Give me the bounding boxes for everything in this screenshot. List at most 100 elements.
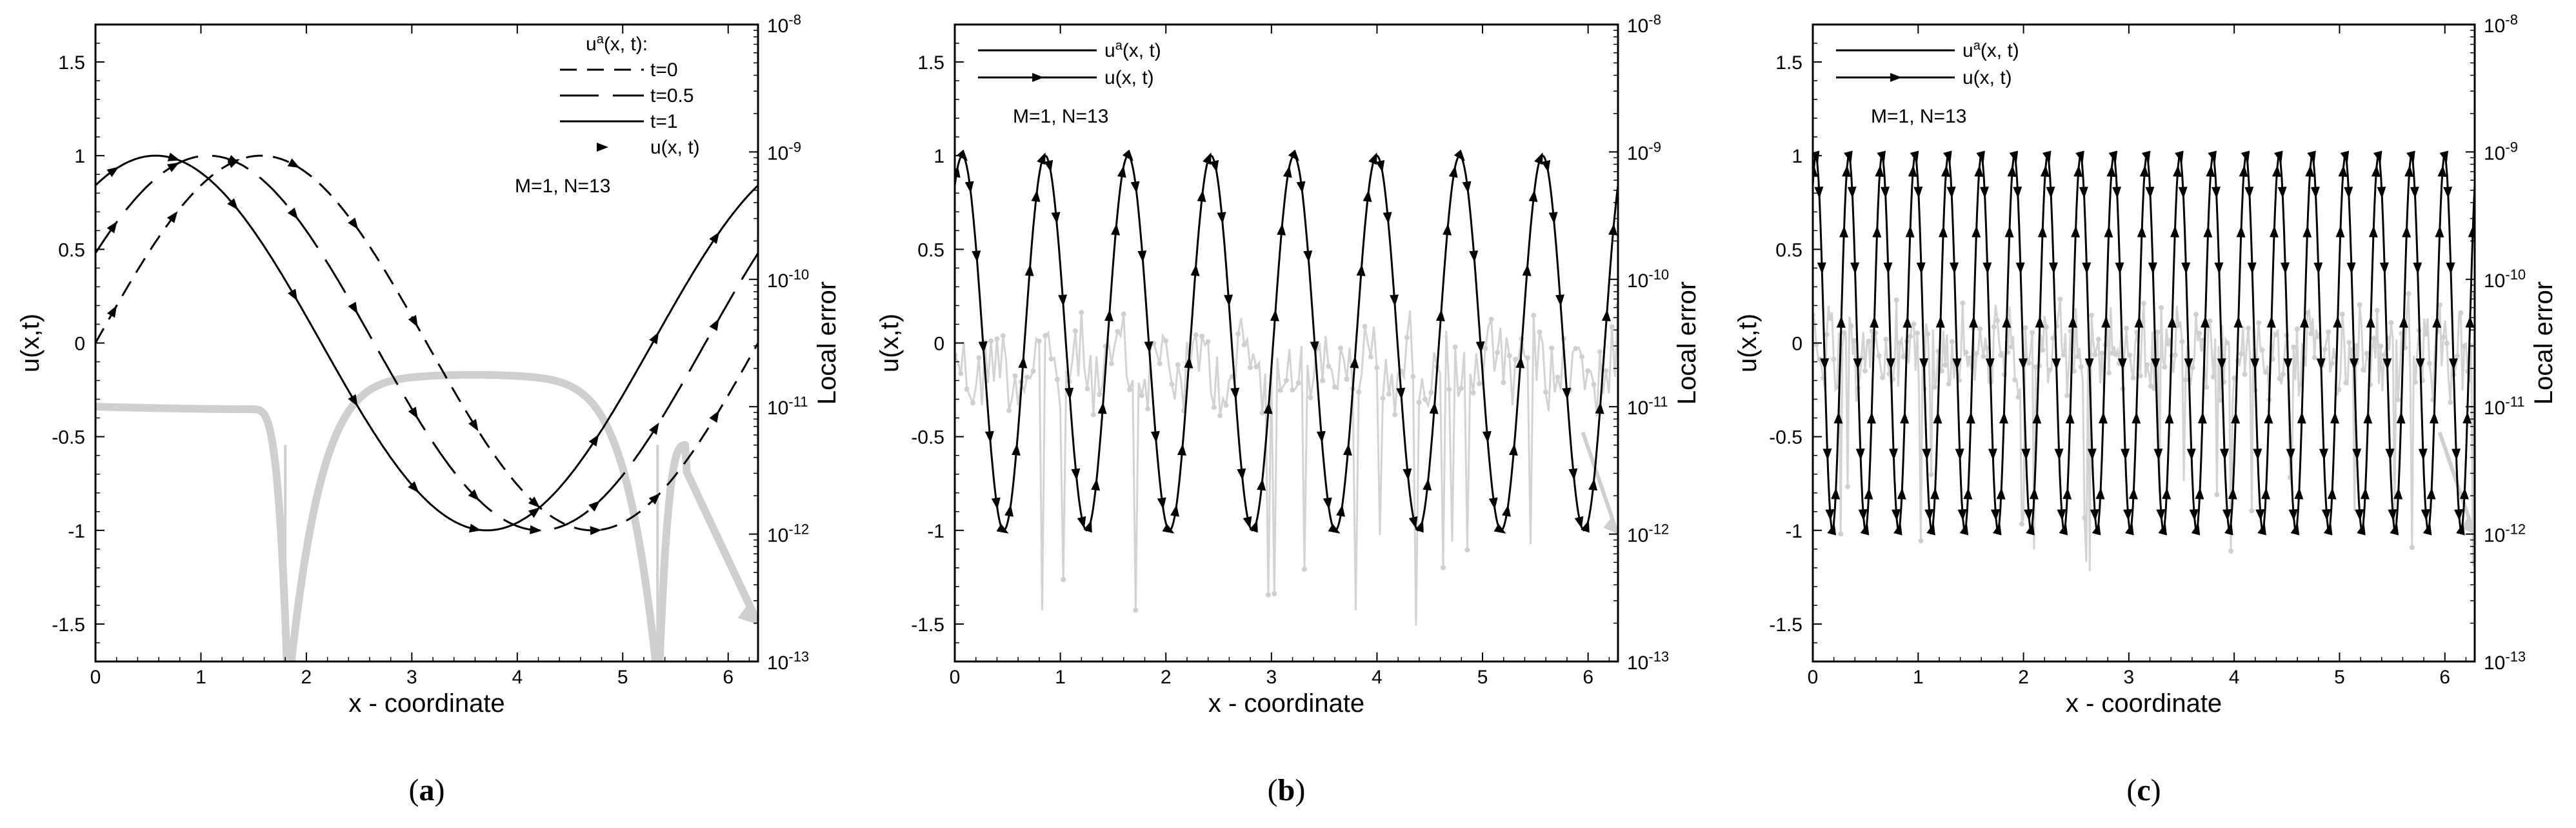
u-marker [2299, 316, 2309, 328]
error-marker [1386, 391, 1392, 397]
y2-tick-label: 10-10 [2484, 266, 2526, 292]
error-marker [1374, 365, 1380, 370]
u-marker [1130, 181, 1140, 194]
u-marker [2399, 316, 2408, 328]
u-marker [1184, 356, 1193, 369]
u-marker [2236, 225, 2246, 237]
u-marker [288, 288, 298, 301]
u-marker [1350, 356, 1359, 369]
u-marker [1548, 212, 1558, 224]
u-marker [2013, 187, 2022, 199]
error-marker [1247, 365, 1253, 370]
error-marker [1915, 330, 1920, 336]
u-marker [1817, 262, 1826, 274]
error-marker [2190, 365, 2195, 370]
y-tick-label: -1 [68, 521, 85, 542]
y-tick-label: -1 [1785, 521, 1802, 542]
y2-tick-label: 10-9 [2484, 139, 2518, 165]
u-marker [996, 523, 1009, 534]
u-marker [2371, 165, 2381, 177]
u-marker [2115, 262, 2124, 274]
error-marker [2113, 352, 2119, 358]
y-tick-label: 0 [74, 334, 85, 355]
error-marker [1043, 333, 1048, 338]
error-marker [2374, 308, 2380, 313]
error-marker [1824, 332, 1830, 338]
u-marker [2167, 316, 2177, 328]
u-marker [649, 422, 659, 435]
error-marker [2357, 302, 2362, 308]
u-marker [1875, 165, 1884, 177]
error-marker [1477, 381, 1483, 387]
error-marker [1223, 402, 1229, 408]
u-marker [1938, 225, 1948, 237]
u-marker [2153, 449, 2163, 461]
error-marker [2043, 324, 2049, 330]
u-marker [2340, 150, 2350, 163]
error-marker [2294, 326, 2300, 332]
error-arrowhead [1603, 516, 1618, 534]
error-marker [2172, 352, 2178, 358]
error-marker [1841, 330, 1847, 336]
u-marker [709, 410, 719, 423]
u-marker [1117, 165, 1126, 178]
legend-marker [1032, 73, 1044, 82]
panel-caption: (b) [1268, 773, 1306, 807]
legend-title: ua(x, t): [586, 32, 648, 55]
u-marker [468, 489, 480, 501]
error-marker [1320, 378, 1326, 383]
u-marker [2319, 449, 2328, 461]
error-marker [2193, 312, 2199, 318]
y2-tick-label: 10-12 [767, 521, 809, 547]
u-marker [2465, 316, 2475, 328]
solution-curves-group [1813, 150, 2475, 536]
annotation: M=1, N=13 [1013, 106, 1108, 127]
u-marker [2355, 509, 2364, 521]
u-marker [1415, 520, 1424, 533]
error-marker [1991, 324, 1997, 330]
u-marker [2068, 316, 2077, 328]
u-marker [2290, 523, 2300, 536]
error-marker [1441, 565, 1446, 571]
error-marker [2130, 375, 2136, 381]
u-marker [2390, 523, 2399, 536]
error-marker [1097, 392, 1103, 398]
u-marker [2373, 150, 2382, 163]
u-marker [287, 158, 300, 168]
u-marker [1972, 225, 1981, 237]
error-marker [2207, 318, 2213, 324]
y-tick-label: 1.5 [1775, 52, 1802, 74]
u-marker [2201, 316, 2210, 328]
y-tick-label: -1.5 [52, 614, 85, 636]
u-marker [1976, 150, 1985, 163]
error-marker [2224, 340, 2230, 346]
u-marker [2189, 509, 2199, 521]
u-marker [2388, 509, 2397, 521]
u-marker [106, 167, 119, 177]
u-marker [2271, 165, 2281, 177]
error-marker [2281, 371, 2286, 377]
error-marker [2448, 399, 2453, 405]
u-marker [2046, 187, 2055, 199]
error-marker [2455, 353, 2460, 359]
error-marker [1308, 395, 1313, 400]
u-marker [2231, 412, 2241, 424]
u-marker [1943, 150, 1952, 163]
u-marker [1836, 316, 1846, 328]
error-marker [2426, 361, 2432, 367]
u-marker [1595, 402, 1604, 414]
error-marker [1573, 346, 1579, 351]
error-marker [1356, 389, 1362, 395]
u-marker [2170, 225, 2180, 237]
u-marker [227, 155, 240, 164]
u-marker [1203, 152, 1212, 165]
u-marker [1077, 516, 1086, 529]
u-marker [1982, 262, 1992, 274]
u-marker [2404, 165, 2414, 177]
u-marker [2087, 449, 2097, 461]
u-marker [964, 181, 974, 194]
error-marker [2361, 367, 2366, 373]
u-marker [1968, 316, 1978, 328]
u-marker [2330, 412, 2340, 424]
y-tick-label: -1 [927, 521, 944, 542]
